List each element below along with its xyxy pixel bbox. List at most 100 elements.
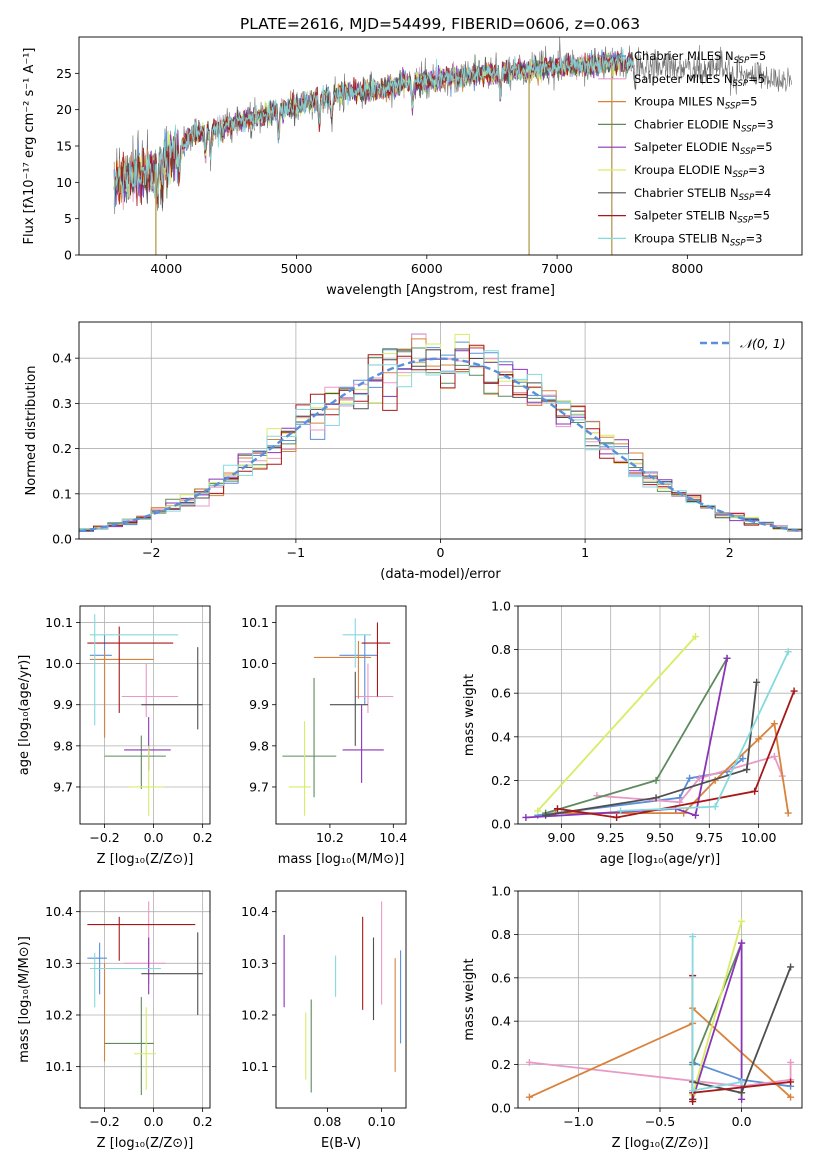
weight-marker [692, 633, 699, 641]
y-tick-label: 0.4 [491, 729, 511, 744]
age_vs_mass-plot [282, 618, 394, 816]
errorbar-point [342, 704, 384, 783]
y-tick-label: 15 [56, 139, 72, 154]
y-tick-label: 9.9 [53, 697, 73, 712]
errorbar-point [141, 932, 203, 1015]
weight-marker [787, 1093, 795, 1101]
weight-marker [738, 1095, 746, 1103]
legend-entry-kroupa-elodie: Kroupa ELODIE NSSP=3 [634, 163, 765, 180]
y-tick-label: 0.1 [52, 486, 72, 501]
legend-entry-salpeter-stelib: Salpeter STELIB NSSP=5 [634, 209, 770, 226]
errorbar-point [288, 721, 311, 816]
histogram-legend: 𝒩(0, 1) [700, 336, 786, 351]
weight-marker [711, 803, 719, 811]
y-tick-label: 9.8 [249, 738, 269, 753]
x-axis-label: age [log₁₀(age/yr)] [600, 852, 721, 867]
x-axis-label: E(B-V) [321, 1136, 361, 1151]
errorbar-point [342, 618, 372, 668]
errorbar-point [361, 622, 391, 697]
legend-entry-salpeter-elodie: Salpeter ELODIE NSSP=5 [634, 140, 773, 157]
errorbar-point [89, 953, 161, 1008]
y-tick-label: 10.1 [45, 615, 73, 630]
weight-marker [739, 755, 747, 763]
x-tick-label: 10.4 [379, 830, 407, 845]
weight-marker [652, 794, 660, 802]
weight-marker [738, 1078, 746, 1086]
x-tick-label: −1 [287, 545, 305, 560]
weight-marker [751, 787, 759, 795]
y-tick-label: 0.2 [491, 773, 511, 788]
age_vs_mass-axes: 10.2 10.4 9.7 9.8 9.9 10.0 10.1 mass [log₁₀(M/M… [241, 615, 407, 867]
age_vs_Z-plot [87, 614, 203, 816]
x-tick-label: 10.2 [316, 830, 344, 845]
weight-marker [692, 811, 699, 819]
y-tick-label: 5 [64, 211, 72, 226]
x-tick-label: 6000 [411, 261, 443, 276]
age_vs_Z-axes: −0.2 0.0 0.2 9.7 9.8 9.9 10.0 10.1 Z [log₁₀(Z/Z⊙… [17, 606, 213, 867]
x-tick-label: 9.00 [547, 830, 575, 845]
y-tick-label: 10.0 [45, 656, 73, 671]
weight-marker [525, 1058, 533, 1066]
mass_vs_Z-frame [79, 890, 211, 1109]
x-tick-label: −1.0 [563, 1114, 593, 1129]
x-tick-label: 0.08 [314, 1114, 342, 1129]
spectrum-frame [78, 36, 803, 256]
weight-marker [689, 1097, 697, 1105]
y-tick-label: 25 [56, 66, 72, 81]
gaussian-curve [79, 357, 800, 533]
weight-marker [534, 807, 542, 815]
x-axis-label: Z [log₁₀(Z/Z⊙)] [97, 1136, 194, 1151]
x-tick-label: 9.75 [695, 830, 723, 845]
y-tick-label: 10.1 [45, 1059, 73, 1074]
errorbar-point [129, 745, 164, 816]
y-tick-label: 10.2 [45, 1008, 73, 1023]
weight-marker [689, 1087, 697, 1095]
y-tick-label: 0.0 [491, 817, 511, 832]
x-tick-label: 1 [581, 545, 589, 560]
y-tick-label: 10.4 [45, 904, 73, 919]
histogram-plot [79, 333, 802, 539]
legend-entry-normal: 𝒩(0, 1) [740, 336, 786, 351]
y-tick-label: 10.0 [241, 656, 269, 671]
x-tick-label: 2 [726, 545, 734, 560]
weight-marker [787, 963, 795, 971]
weight-line-salpeter-stelib [557, 690, 795, 819]
weight-marker [525, 1093, 533, 1101]
weight-marker [522, 813, 530, 821]
y-axis-label: mass [log₁₀(M/M⊙)] [17, 936, 32, 1063]
x-axis-label: Z [log₁₀(Z/Z⊙)] [97, 852, 194, 867]
weight-marker [689, 933, 697, 941]
errorbar-point [133, 1007, 157, 1090]
spectrum-legend: Chabrier MILES NSSP=5 Salpeter MILES NSSP… [598, 49, 774, 248]
charts: 4000 5000 6000 7000 80000510152025wavelength… [17, 36, 803, 1151]
legend-entry-kroupa-stelib: Kroupa STELIB NSSP=3 [634, 231, 762, 248]
weight-marker [652, 776, 660, 784]
y-tick-label: 10 [56, 175, 72, 190]
y-tick-label: 10.4 [241, 904, 269, 919]
weight-marker [738, 1089, 746, 1097]
histogram-frame [78, 321, 803, 540]
weight-marker [784, 648, 792, 656]
weight-marker [753, 678, 761, 686]
x-tick-label: 8000 [671, 261, 703, 276]
spectrum-plot [113, 37, 792, 255]
weight-marker [617, 807, 625, 815]
y-tick-label: 0.0 [52, 532, 72, 547]
weight-line-chabrier-stelib [545, 682, 758, 817]
y-tick-label: 10.1 [241, 615, 269, 630]
weight-marker [743, 766, 751, 773]
x-tick-label: 0.10 [368, 1114, 396, 1129]
weight-marker [542, 811, 550, 819]
errorbar-point [314, 640, 372, 699]
spectrum-model-line [113, 52, 636, 206]
x-tick-label: 4000 [150, 261, 182, 276]
legend-entry-chabrier-stelib: Chabrier STELIB NSSP=4 [634, 186, 771, 203]
x-tick-label: 0.0 [144, 830, 164, 845]
age_vs_Z-frame [79, 605, 211, 825]
weight-marker [695, 774, 703, 782]
mass_vs_Z-axes: −0.2 0.0 0.2 10.1 10.2 10.3 10.4 Z [log₁₀(Z/Z⊙)… [17, 891, 213, 1151]
weight-marker [613, 813, 621, 821]
y-tick-label: 10.2 [241, 1008, 269, 1023]
y-tick-label: 9.9 [249, 697, 269, 712]
